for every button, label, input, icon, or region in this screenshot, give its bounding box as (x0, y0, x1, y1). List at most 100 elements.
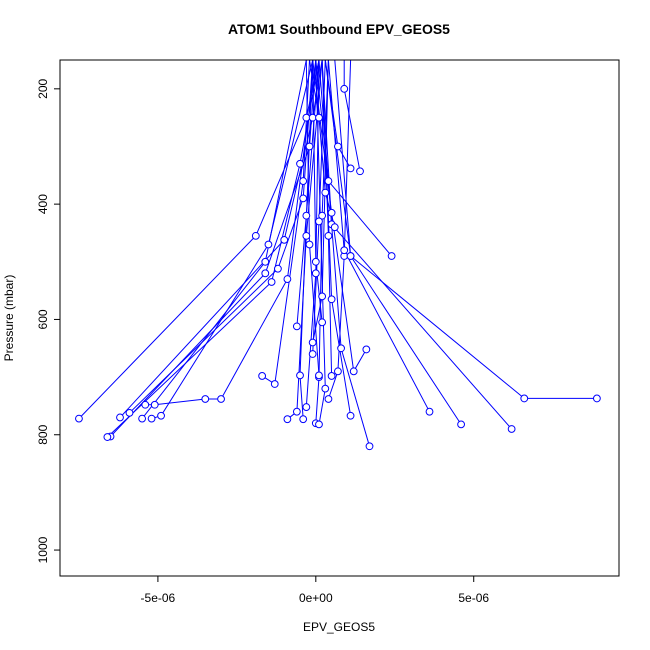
data-point (308, 338, 317, 347)
y-axis: 200 400 600 800 1000 (36, 78, 60, 563)
data-point (302, 231, 311, 240)
data-point (299, 177, 308, 185)
data-point (356, 167, 364, 176)
data-point (157, 411, 165, 420)
series-line (78, 60, 320, 419)
data-point (318, 292, 327, 301)
x-tick-label: 0e+00 (299, 591, 333, 605)
y-tick-label: 800 (36, 424, 50, 444)
data-point (302, 403, 311, 411)
x-axis: -5e-06 0e+00 5e-06 (141, 576, 489, 605)
data-point (283, 275, 292, 283)
data-point (261, 269, 270, 278)
data-point (75, 414, 83, 423)
plot-frame (59, 59, 620, 577)
series-line (324, 60, 352, 169)
data-point (520, 394, 529, 403)
data-point (261, 257, 270, 266)
data-point (507, 425, 516, 433)
x-axis-label: EPV_GEOS5 (303, 620, 375, 634)
data-point (311, 269, 320, 278)
y-axis-label: Pressure (mbar) (2, 275, 16, 362)
data-point (296, 159, 304, 168)
data-point (334, 367, 342, 376)
data-point (141, 400, 150, 409)
data-point (274, 264, 282, 273)
x-tick-label: -5e-06 (141, 591, 176, 605)
data-point (103, 433, 112, 441)
data-point (321, 188, 330, 197)
series-line (327, 60, 430, 412)
data-point (334, 142, 342, 151)
chart-title: ATOM1 Southbound EPV_GEOS5 (228, 21, 450, 37)
data-point (337, 344, 345, 353)
data-point (302, 113, 311, 122)
plot-lines (78, 60, 597, 447)
data-point (592, 394, 601, 403)
data-point (340, 246, 349, 255)
data-point (318, 318, 327, 327)
data-point (362, 345, 371, 354)
y-tick-label: 1000 (36, 536, 50, 563)
y-tick-label: 200 (36, 78, 50, 98)
data-point (324, 395, 333, 403)
x-tick-label: 5e-06 (458, 591, 489, 605)
series-line (151, 60, 314, 420)
series-line (145, 60, 317, 406)
data-point (315, 420, 323, 429)
data-point (270, 380, 279, 388)
data-point (201, 395, 210, 403)
data-point (258, 372, 267, 380)
data-point (267, 278, 276, 286)
data-point (116, 413, 124, 422)
data-point (340, 84, 349, 93)
data-point (305, 142, 314, 151)
data-point (217, 395, 225, 403)
data-point (315, 217, 323, 226)
data-point (365, 442, 374, 451)
data-point (264, 240, 273, 249)
data-point (324, 177, 333, 185)
data-point (292, 407, 301, 416)
data-point (150, 400, 159, 409)
data-point (283, 415, 292, 424)
y-tick-label: 400 (36, 194, 50, 214)
data-point (318, 211, 327, 220)
data-point (292, 322, 301, 331)
series-line (327, 60, 352, 400)
data-point (138, 414, 147, 423)
series-line (119, 60, 323, 418)
data-point (425, 407, 434, 416)
data-point (315, 371, 323, 380)
data-point (302, 211, 311, 220)
data-point (457, 420, 465, 429)
data-point (147, 414, 156, 423)
data-point (327, 208, 336, 217)
data-point (315, 113, 323, 122)
plot-points (75, 84, 601, 451)
series-line (343, 60, 361, 172)
data-point (125, 408, 134, 417)
data-point (327, 372, 336, 380)
series-line (324, 60, 597, 399)
data-point (324, 231, 333, 240)
data-point (308, 113, 317, 122)
data-point (349, 367, 358, 376)
data-point (346, 252, 355, 260)
data-point (311, 257, 320, 266)
data-point (346, 411, 355, 420)
data-point (280, 235, 289, 244)
y-tick-label: 600 (36, 309, 50, 329)
data-point (321, 384, 330, 393)
series-line (107, 60, 320, 438)
series-line (110, 60, 317, 437)
data-point (299, 415, 308, 424)
data-point (308, 350, 317, 358)
data-point (330, 223, 339, 232)
data-point (296, 371, 304, 380)
data-point (251, 231, 260, 240)
data-point (305, 240, 314, 249)
data-point (346, 164, 355, 173)
data-point (327, 295, 336, 304)
